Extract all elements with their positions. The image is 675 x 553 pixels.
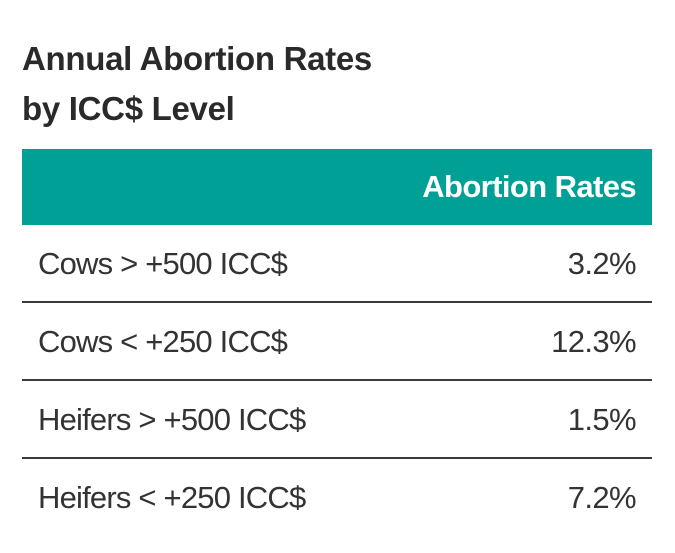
table-row: Cows > +500 ICC$ 3.2% — [22, 225, 652, 303]
row-label: Heifers < +250 ICC$ — [38, 480, 306, 515]
table-row: Cows < +250 ICC$ 12.3% — [22, 303, 652, 381]
title-line-2: by ICC$ Level — [22, 90, 235, 127]
abortion-rates-table: Abortion Rates Cows > +500 ICC$ 3.2% Cow… — [22, 149, 652, 535]
title-line-1: Annual Abortion Rates — [22, 40, 372, 77]
row-label: Cows < +250 ICC$ — [38, 324, 288, 359]
row-label: Cows > +500 ICC$ — [38, 246, 288, 281]
page-title: Annual Abortion Rates by ICC$ Level — [22, 34, 642, 134]
table-row: Heifers < +250 ICC$ 7.2% — [22, 459, 652, 535]
table-header: Abortion Rates — [22, 149, 652, 225]
table-row: Heifers > +500 ICC$ 1.5% — [22, 381, 652, 459]
row-label: Heifers > +500 ICC$ — [38, 402, 306, 437]
row-value: 3.2% — [567, 246, 637, 281]
column-header-abortion-rates: Abortion Rates — [422, 169, 636, 204]
row-value: 7.2% — [567, 480, 637, 515]
row-value: 1.5% — [567, 402, 637, 437]
row-value: 12.3% — [551, 324, 637, 359]
